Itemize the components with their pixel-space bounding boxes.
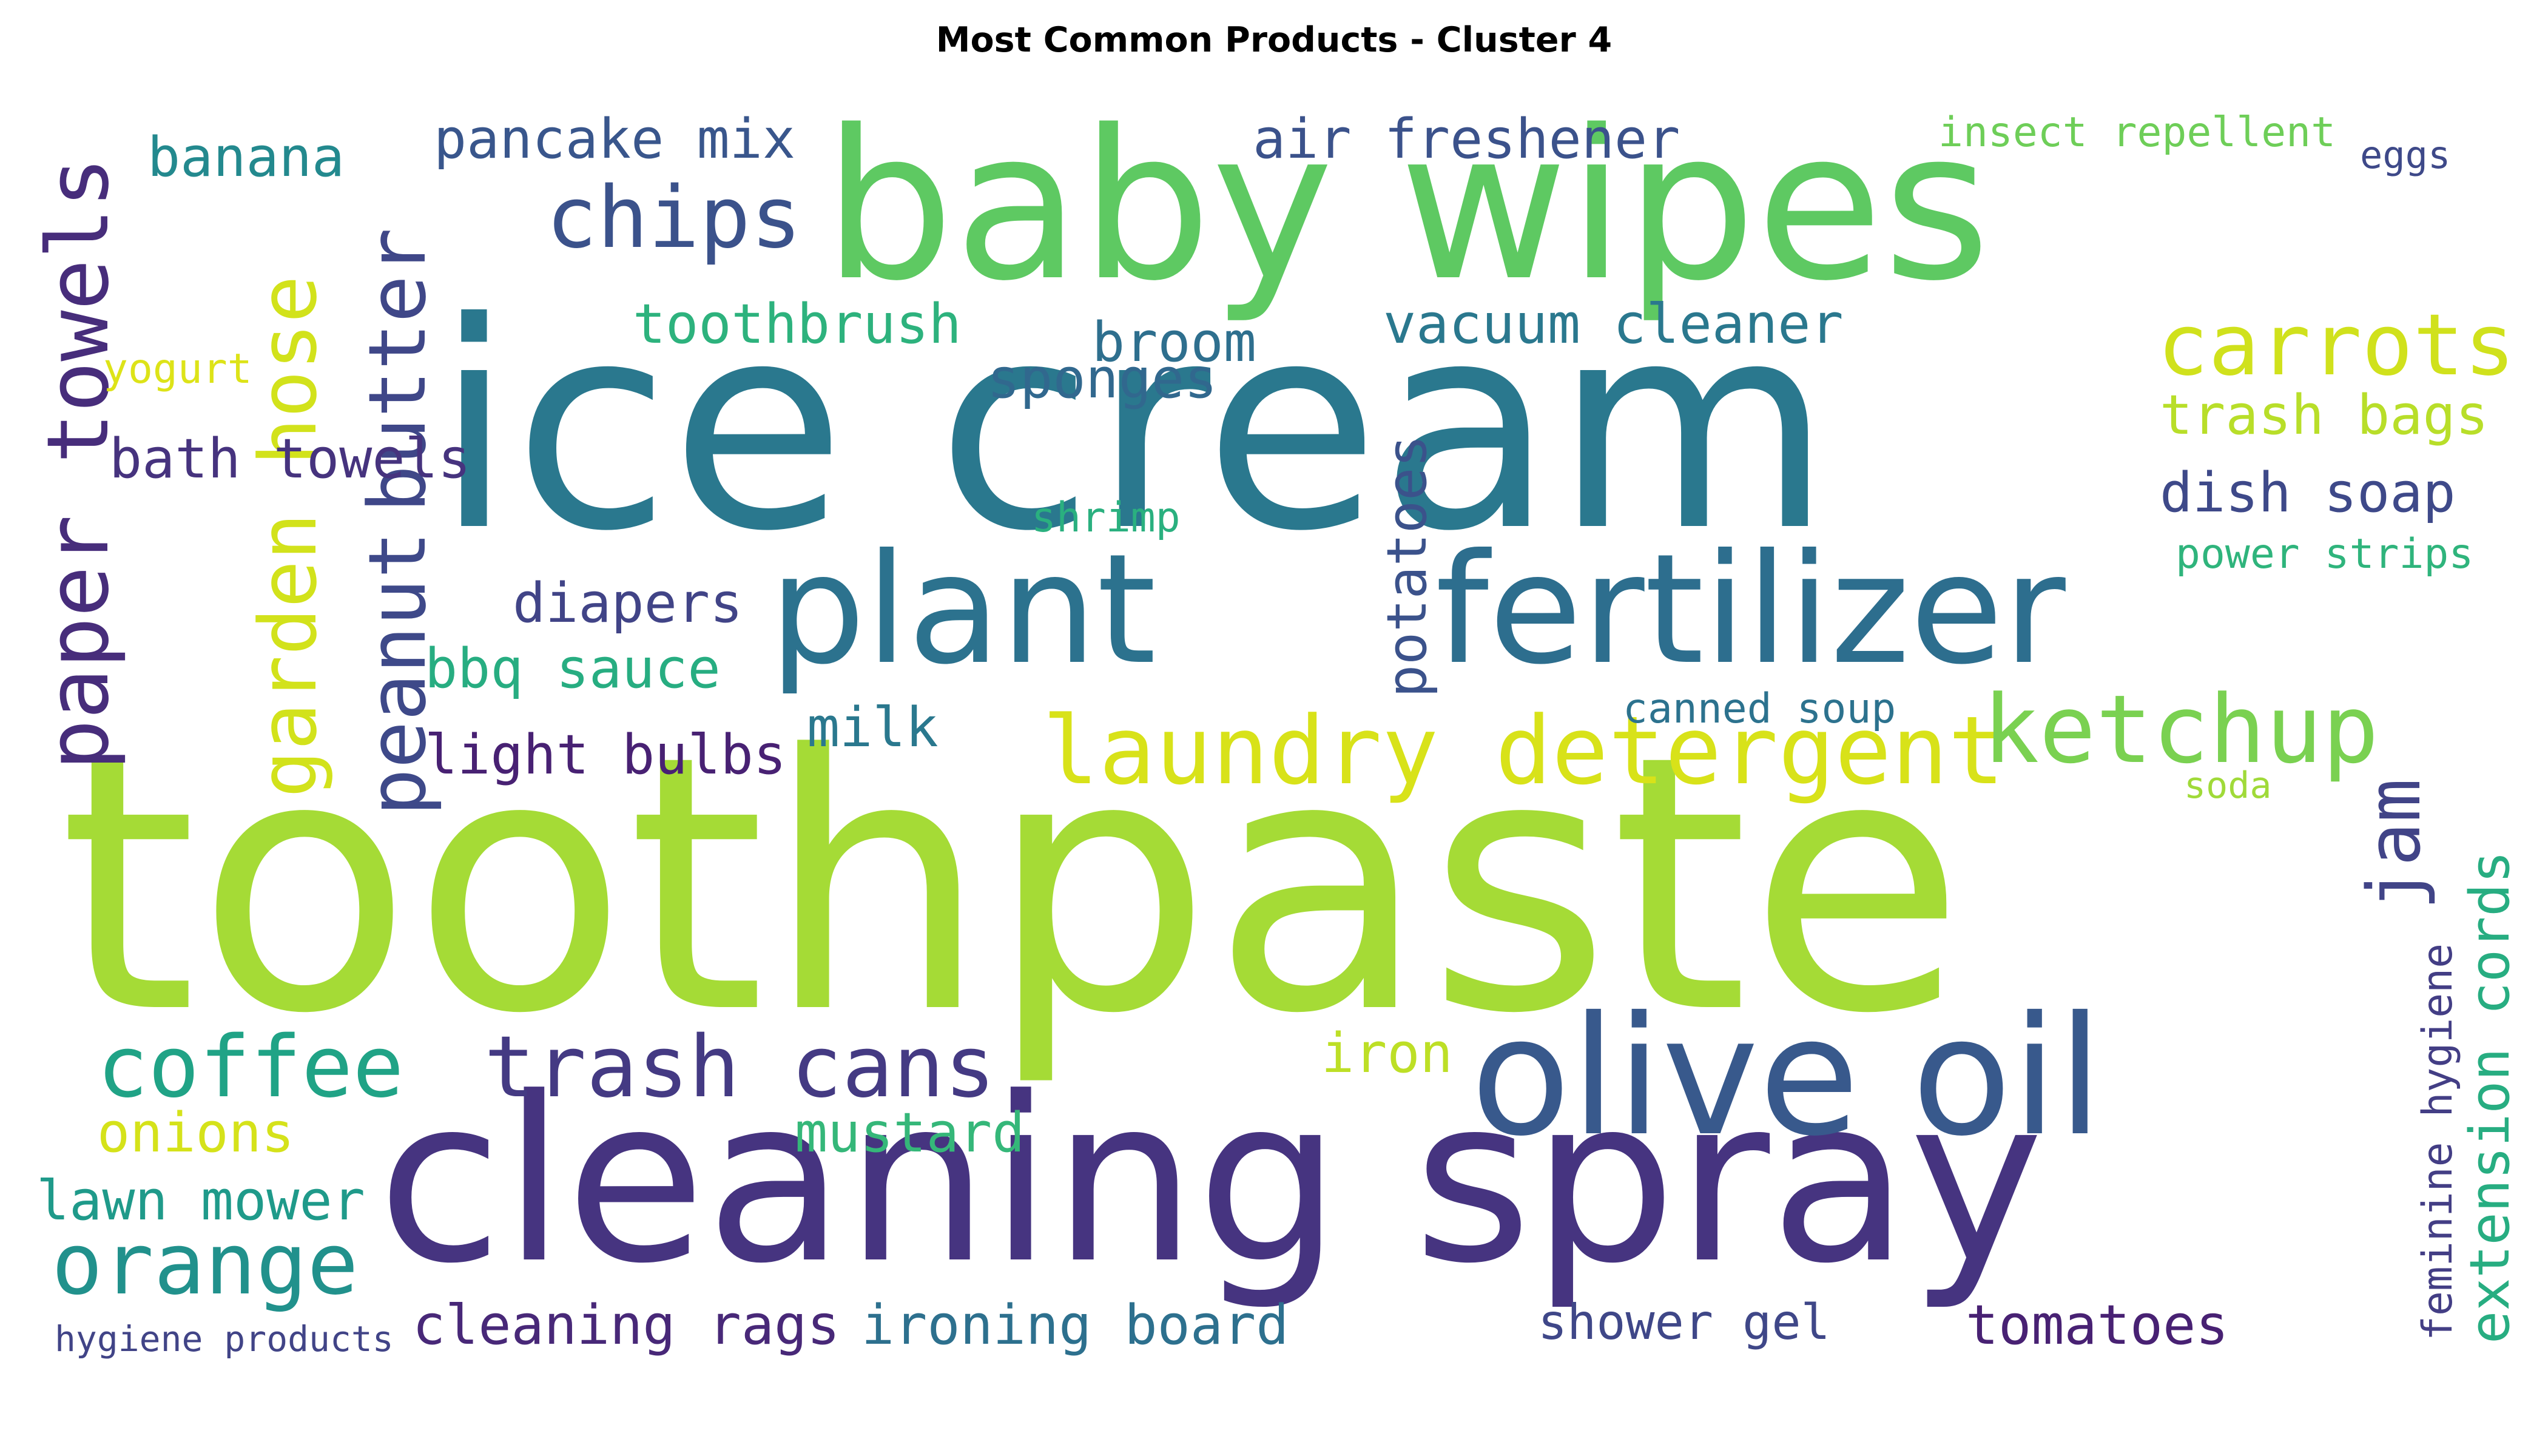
word-extension-cords: extension cords <box>2458 851 2522 1344</box>
word-fertilizer: fertilizer <box>1435 521 2066 698</box>
word-trash-bags: trash bags <box>2160 383 2489 447</box>
word-air-freshener: air freshener <box>1253 107 1680 171</box>
word-light-bulbs: light bulbs <box>425 723 787 787</box>
word-insect-repellent: insect repellent <box>1938 109 2336 157</box>
word-trash-cans: trash cans <box>484 1018 996 1117</box>
word-potatoes: potatoes <box>1375 434 1439 698</box>
word-mustard: mustard <box>795 1101 1025 1165</box>
word-shower-gel: shower gel <box>1538 1294 1830 1350</box>
word-power-strips: power strips <box>2176 530 2474 578</box>
word-pancake-mix: pancake mix <box>434 107 796 171</box>
word-toothpaste: toothpaste <box>59 681 1966 1090</box>
word-iron: iron <box>1321 1022 1453 1085</box>
word-onions: onions <box>97 1101 295 1165</box>
word-toothbrush: toothbrush <box>633 292 962 356</box>
word-ironing-board: ironing board <box>861 1293 1289 1357</box>
word-tomatoes: tomatoes <box>1966 1293 2229 1357</box>
word-bath-towels: bath towels <box>109 427 471 491</box>
word-cleaning-rags: cleaning rags <box>413 1293 840 1357</box>
word-dish-soap: dish soap <box>2160 461 2456 525</box>
word-cleaning-spray: cleaning spray <box>377 1049 2044 1313</box>
word-garden-hose: garden hose <box>242 275 334 798</box>
word-vacuum-cleaner: vacuum cleaner <box>1383 292 1844 356</box>
word-olive-oil: olive oil <box>1471 981 2103 1172</box>
word-canned-soup: canned soup <box>1623 685 1896 733</box>
word-paper-towels: paper towels <box>29 157 128 770</box>
word-chips: chips <box>546 169 802 268</box>
word-jam: jam <box>2353 778 2437 910</box>
word-lawn-mower: lawn mower <box>36 1169 365 1233</box>
word-broom: broom <box>1092 311 1256 374</box>
word-milk: milk <box>807 696 939 760</box>
word-soda: soda <box>2184 764 2272 807</box>
word-diapers: diapers <box>513 571 743 635</box>
word-carrots: carrots <box>2157 296 2516 395</box>
word-shrimp: shrimp <box>1031 494 1181 542</box>
word-feminine-hygiene: feminine hygiene <box>2414 943 2462 1341</box>
word-bbq-sauce: bbq sauce <box>425 637 721 701</box>
word-orange: orange <box>52 1215 359 1314</box>
word-coffee: coffee <box>97 1018 404 1117</box>
word-hygiene-products: hygiene products <box>55 1318 394 1360</box>
chart-title: Most Common Products - Cluster 4 <box>935 20 1613 60</box>
word-banana: banana <box>147 126 345 189</box>
word-plant: plant <box>769 521 1156 698</box>
word-laundry-detergent: laundry detergent <box>1042 696 2005 806</box>
word-ice-cream: ice cream <box>434 261 1832 593</box>
word-ketchup: ketchup <box>1983 675 2379 784</box>
word-sponges: sponges <box>987 347 1218 411</box>
word-yogurt: yogurt <box>103 345 252 393</box>
word-eggs: eggs <box>2360 133 2451 177</box>
word-baby-wipes: baby wipes <box>823 86 1990 326</box>
